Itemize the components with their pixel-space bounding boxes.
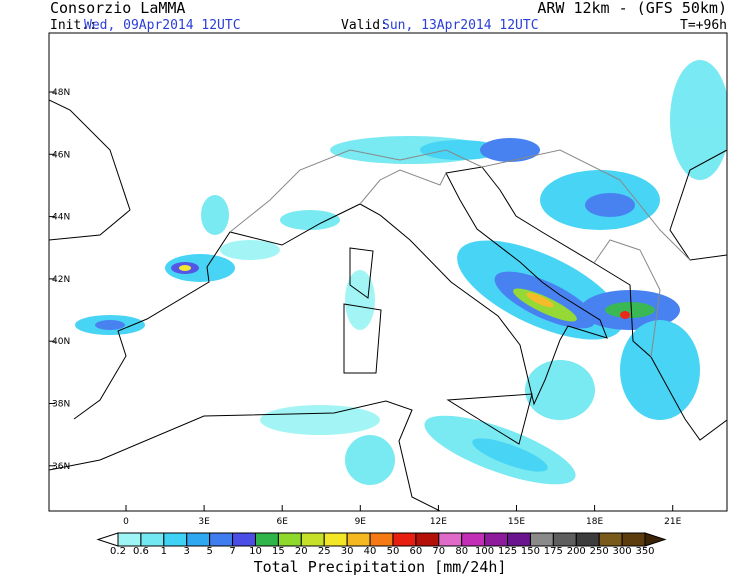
lat-label: 42N <box>52 275 70 285</box>
colorbar-box <box>232 532 256 547</box>
axes: 48N 46N 44N 42N 40N 38N 36N 0 3E 6E 9E 12E 15E 18E 21E <box>49 88 682 527</box>
lat-label: 48N <box>52 88 70 98</box>
colorbar-box <box>507 532 531 547</box>
colorbar-box <box>529 532 554 547</box>
colorbar-label: 350 <box>635 546 654 557</box>
model: ARW 12km - (GFS 50km) <box>537 0 727 17</box>
colorbar-box <box>575 532 600 547</box>
colorbar-label: 70 <box>432 546 445 557</box>
colorbar-box <box>461 532 486 547</box>
lon-label: 18E <box>586 517 603 527</box>
colorbar-box <box>392 532 417 547</box>
lon-label: 9E <box>355 517 367 527</box>
colorbar-label: 200 <box>567 546 586 557</box>
colorbar-box <box>346 532 371 547</box>
lat-label: 40N <box>52 337 70 347</box>
valid-label: Valid: <box>341 18 388 33</box>
lat-label: 38N <box>52 400 70 410</box>
colorbar-label: 0.6 <box>133 546 149 557</box>
lon-label: 3E <box>198 517 210 527</box>
lon-label: 12E <box>430 517 447 527</box>
title: Consorzio LaMMA <box>50 0 185 17</box>
valid-time: Sun, 13Apr2014 12UTC <box>382 18 539 33</box>
borders <box>229 149 691 358</box>
colorbar-box <box>369 532 394 547</box>
colorbar-box <box>323 532 348 547</box>
init-label: Init.: <box>50 18 97 33</box>
colorbar-box <box>277 532 302 547</box>
lat-label: 46N <box>52 150 70 160</box>
lead-time: T=+96h <box>680 18 727 33</box>
colorbar-box <box>300 532 325 547</box>
colorbar-label: 250 <box>590 546 609 557</box>
colorbar-label: 60 <box>410 546 423 557</box>
lon-label: 21E <box>664 517 681 527</box>
map <box>49 60 727 511</box>
precipitation <box>75 60 727 485</box>
colorbar-box <box>163 532 188 547</box>
colorbar-box <box>140 532 165 547</box>
coastlines <box>49 99 727 511</box>
colorbar-label: 0.2 <box>110 546 126 557</box>
colorbar-box <box>209 532 234 547</box>
colorbar-label: 80 <box>455 546 468 557</box>
colorbar-box <box>117 532 142 547</box>
colorbar-label: 175 <box>544 546 563 557</box>
colorbar-end <box>644 532 667 547</box>
colorbar-box <box>438 532 463 547</box>
colorbar-label: 100 <box>475 546 494 557</box>
colorbar-box <box>415 532 440 547</box>
colorbar-label: 40 <box>364 546 377 557</box>
colorbar-label: 150 <box>521 546 540 557</box>
colorbar-box <box>186 532 211 547</box>
lon-label: 6E <box>276 517 288 527</box>
colorbar-label: 1 <box>161 546 167 557</box>
colorbar: 0.2 0.6 1 3 5 7 10 15 20 25 30 40 50 60 70 80 100 125 150 1… <box>96 532 667 557</box>
colorbar-label: 30 <box>341 546 354 557</box>
colorbar-label: 3 <box>184 546 190 557</box>
colorbar-label: 300 <box>613 546 632 557</box>
colorbar-title: Total Precipitation [mm/24h] <box>254 558 507 576</box>
colorbar-label: 125 <box>498 546 517 557</box>
colorbar-label: 15 <box>272 546 285 557</box>
lat-label: 36N <box>52 462 70 472</box>
map-frame <box>48 32 728 512</box>
colorbar-label: 25 <box>318 546 331 557</box>
lon-label: 15E <box>508 517 525 527</box>
colorbar-box <box>621 532 646 547</box>
lon-label: 0 <box>123 517 129 527</box>
colorbar-label: 7 <box>229 546 235 557</box>
colorbar-box <box>598 532 623 547</box>
colorbar-label: 10 <box>249 546 262 557</box>
colorbar-box <box>484 532 509 547</box>
colorbar-box <box>254 532 279 547</box>
colorbar-end <box>96 532 119 547</box>
colorbar-box <box>552 532 577 547</box>
colorbar-label: 20 <box>295 546 308 557</box>
colorbar-label: 5 <box>206 546 212 557</box>
lat-label: 44N <box>52 213 70 223</box>
init-time: Wed, 09Apr2014 12UTC <box>84 18 241 33</box>
colorbar-label: 50 <box>387 546 400 557</box>
